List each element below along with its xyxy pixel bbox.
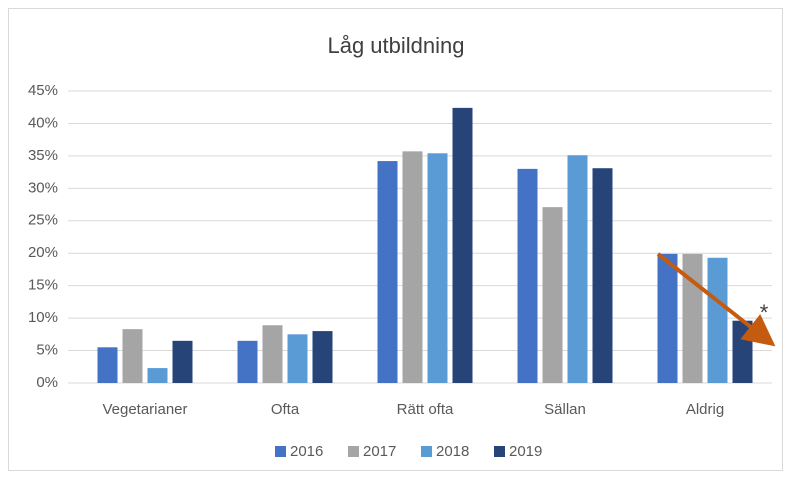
bar [707,257,728,383]
bar [312,331,333,383]
legend-swatch [421,446,432,457]
y-tick-label: 0% [36,374,58,391]
y-tick-label: 10% [28,309,58,326]
bar [592,168,613,383]
bar [402,151,423,383]
y-tick-label: 35% [28,147,58,164]
x-tick-label: Aldrig [686,401,724,418]
y-tick-label: 40% [28,114,58,131]
legend-label: 2018 [436,443,469,460]
x-tick-label: Vegetarianer [102,401,187,418]
bar [122,329,143,383]
x-tick-label: Ofta [271,401,300,418]
legend-swatch [275,446,286,457]
x-tick-label: Rätt ofta [397,401,454,418]
bar [452,107,473,384]
bar [517,168,538,383]
bar [657,253,678,383]
bar [97,347,118,383]
legend-label: 2017 [363,443,396,460]
bar [262,325,283,383]
bar [237,340,258,383]
bar [377,161,398,383]
y-tick-label: 25% [28,212,58,229]
legend-swatch [348,446,359,457]
y-tick-label: 45% [28,82,58,99]
bar [287,334,308,383]
annotation: * [760,300,769,325]
y-tick-label: 20% [28,244,58,261]
y-tick-label: 30% [28,179,58,196]
bar [147,368,168,383]
y-tick-label: 15% [28,277,58,294]
bar [172,340,193,383]
bar [427,153,448,383]
x-tick-label: Sällan [544,401,586,418]
trend-arrow [656,252,776,347]
plot: 0% 5% 10% 15% 20% 25% 30% 35% 40% 45% Vegetarianer… [28,82,772,460]
bar [542,207,563,383]
y-tick-label: 5% [36,342,58,359]
chart-title: Låg utbildning [327,33,464,58]
legend-label: 2016 [290,443,323,460]
legend-label: 2019 [509,443,542,460]
bar [567,155,588,383]
legend-swatch [494,446,505,457]
bar [732,320,753,383]
